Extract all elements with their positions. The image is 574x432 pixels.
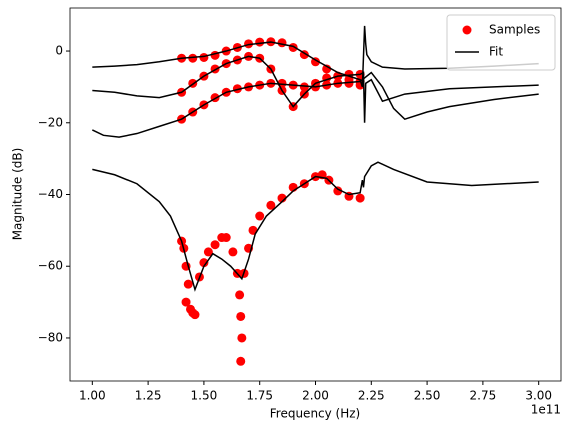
y-axis-label: Magnitude (dB)	[11, 148, 25, 241]
x-tick-label: 1.50	[191, 389, 218, 403]
sample-point	[255, 211, 265, 221]
y-tick-label: −80	[38, 330, 63, 344]
x-tick-label: 1.75	[246, 389, 273, 403]
fit-line	[92, 161, 539, 292]
sample-point	[344, 78, 354, 88]
x-tick-label: 3.00	[525, 389, 552, 403]
sample-point	[188, 53, 198, 63]
sample-point	[235, 290, 245, 300]
x-tick-label: 1.00	[79, 389, 106, 403]
legend-box	[446, 14, 556, 71]
sample-point	[236, 356, 246, 366]
sample-point	[210, 240, 220, 250]
sample-point	[203, 247, 213, 257]
y-tick-label: −40	[38, 187, 63, 201]
fit-line	[92, 25, 539, 88]
sample-point	[190, 310, 200, 320]
sample-point	[232, 84, 242, 94]
sample-point	[333, 186, 343, 196]
x-tick-label: 2.25	[358, 389, 385, 403]
x-tick-label: 2.50	[414, 389, 441, 403]
sample-point	[311, 57, 320, 67]
sample-point	[237, 333, 247, 343]
sample-point	[210, 50, 220, 60]
y-tick-label: −60	[38, 259, 63, 273]
fit-line	[92, 55, 539, 123]
sample-point	[266, 200, 276, 210]
fit-line	[91, 71, 539, 138]
sample-point	[355, 193, 365, 203]
sample-point	[221, 233, 231, 243]
sample-point	[236, 311, 246, 321]
x-tick-label: 2.75	[470, 389, 497, 403]
x-axis-label: Frequency (Hz)	[270, 407, 361, 421]
x-tick-label: 1.25	[135, 389, 162, 403]
legend-marker	[462, 25, 472, 35]
x-offset-label: 1e11	[531, 403, 561, 417]
sample-point	[255, 37, 265, 47]
sample-point	[183, 279, 193, 289]
sample-point	[277, 38, 287, 48]
legend-label: Fit	[489, 45, 503, 59]
sample-point	[299, 82, 309, 92]
sample-point	[181, 297, 191, 307]
sample-point	[199, 52, 209, 62]
plot-area	[91, 25, 539, 366]
x-tick-label: 2.00	[302, 389, 329, 403]
y-tick-label: 0	[55, 44, 63, 58]
sample-point	[199, 258, 209, 268]
axes-frame	[69, 7, 562, 382]
legend-label: Samples	[489, 23, 540, 37]
sample-point	[228, 247, 238, 257]
y-tick-label: −20	[38, 115, 63, 129]
